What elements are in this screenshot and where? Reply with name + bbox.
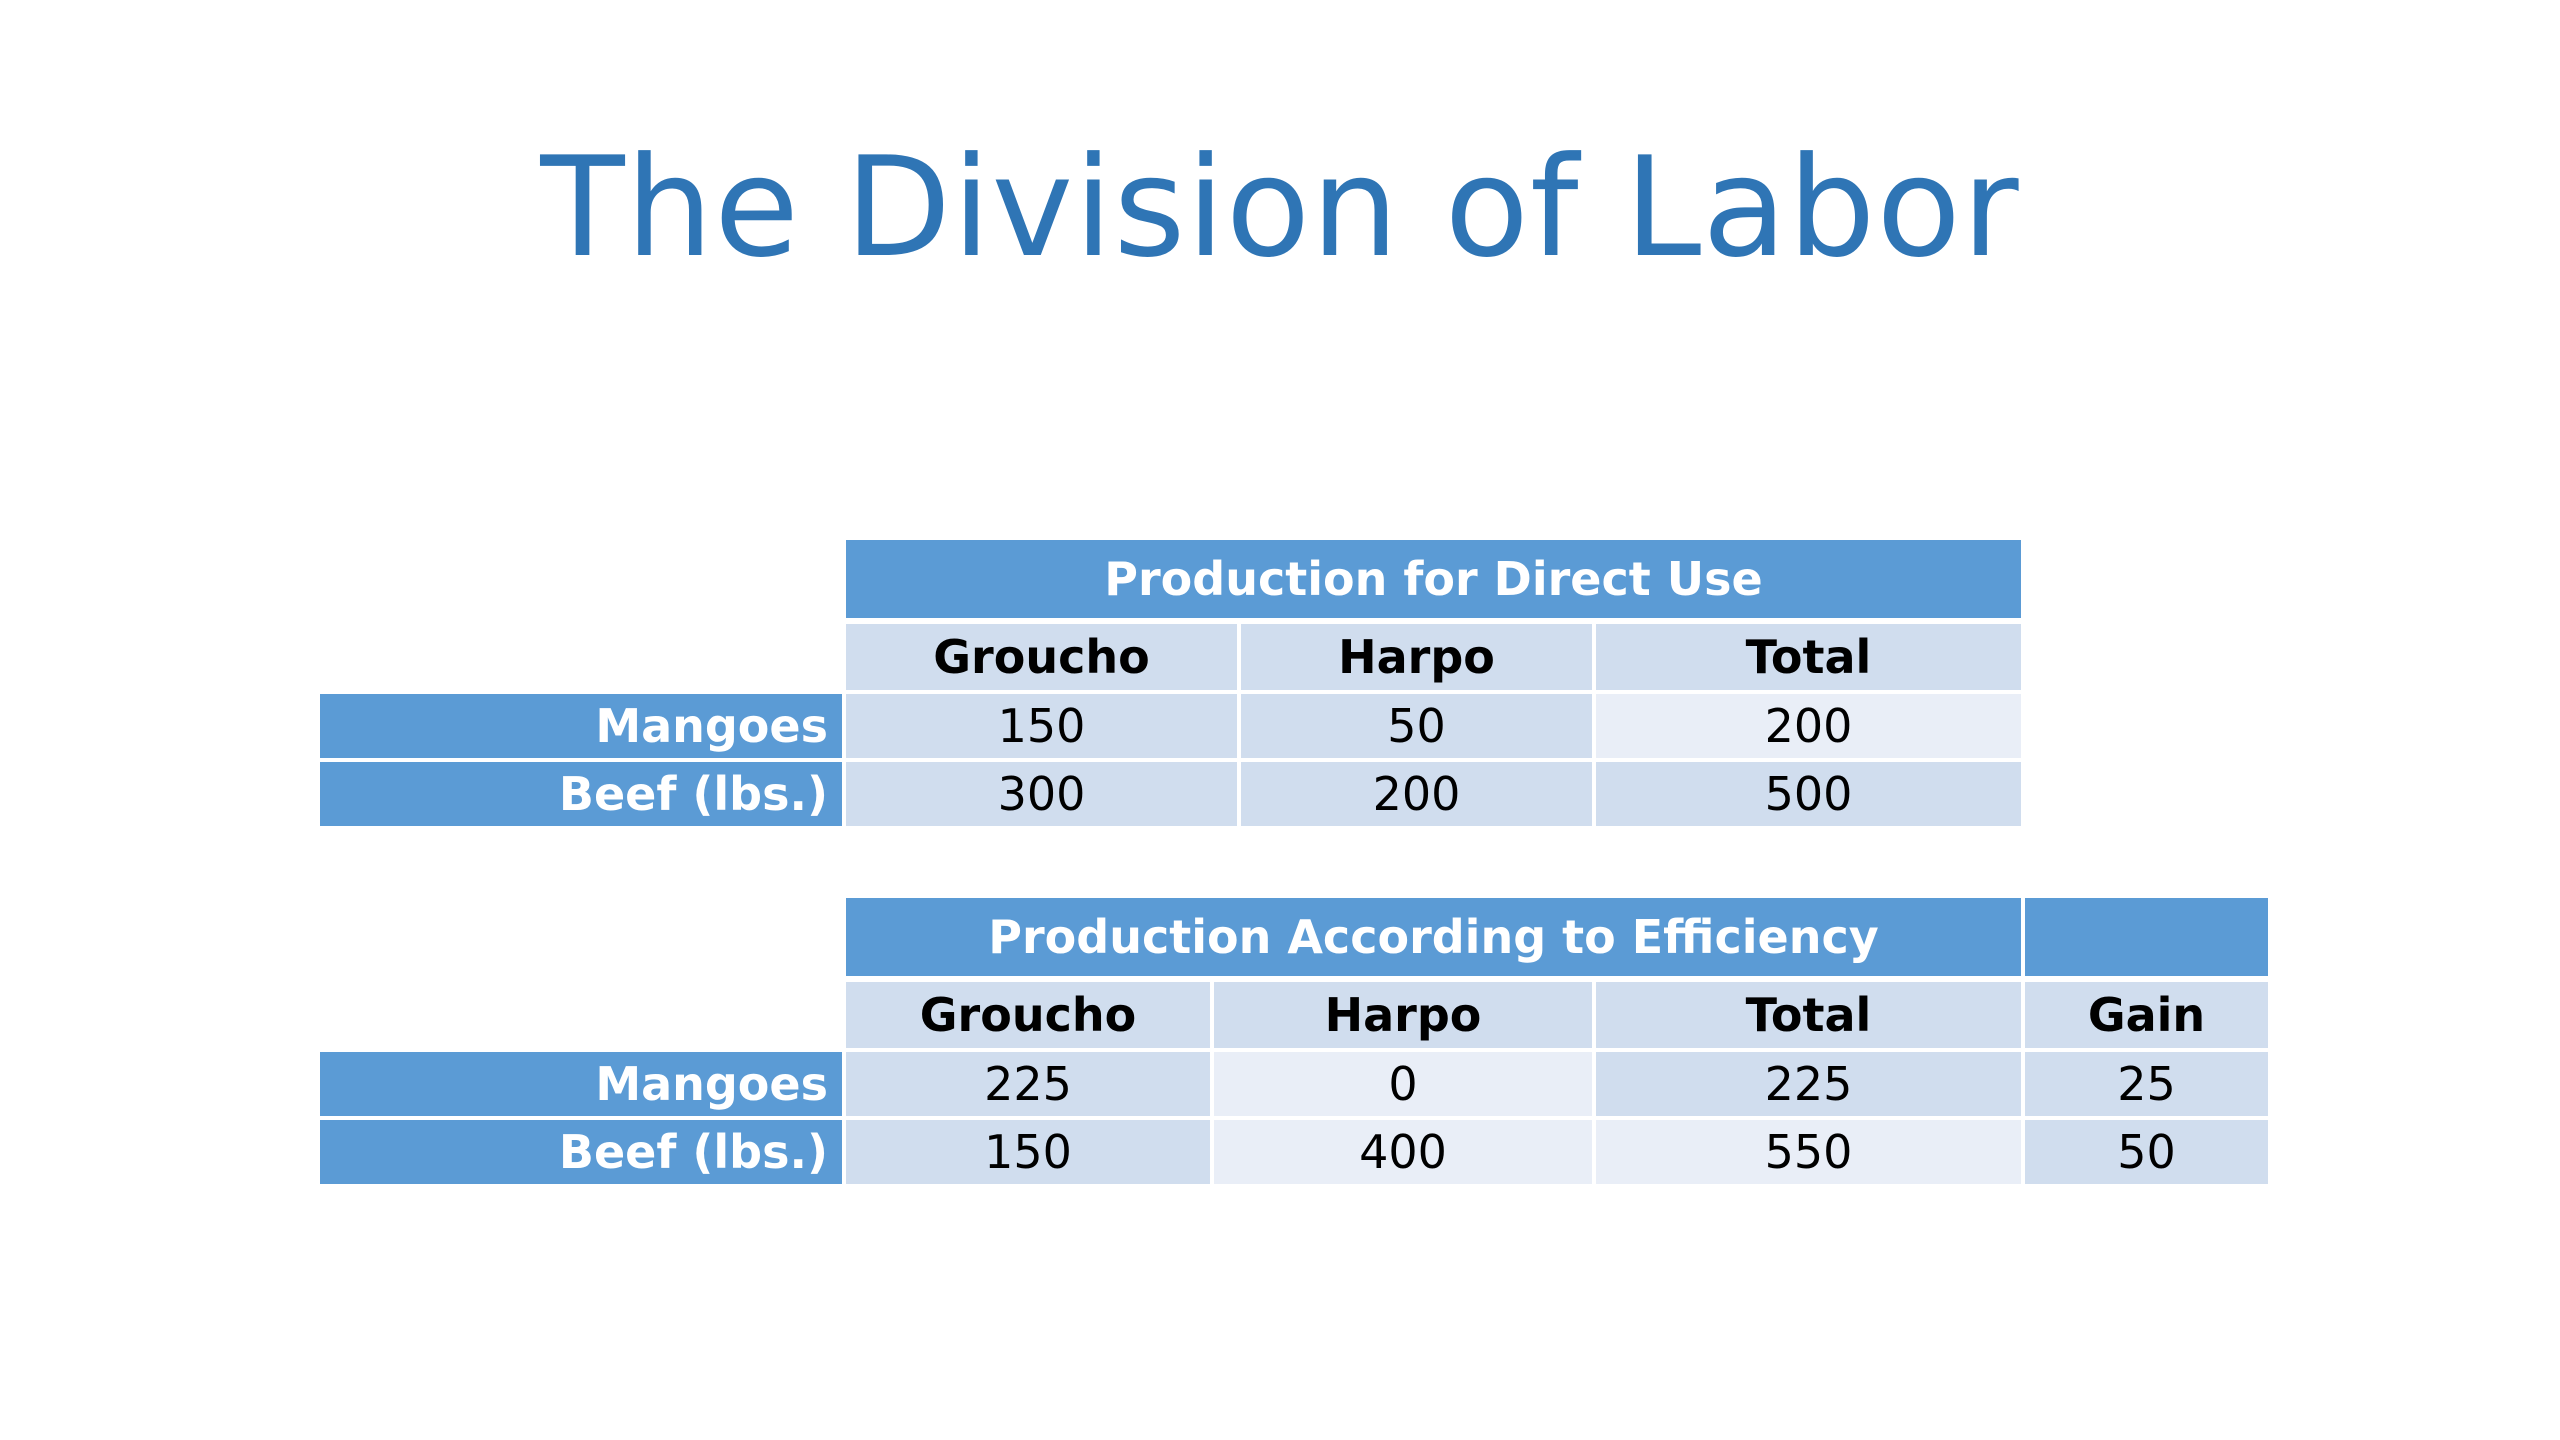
table2-cell: 225 [1596,1052,2021,1116]
table2-row-label-mangoes: Mangoes [320,1052,842,1116]
table1-cell: 200 [1241,762,1592,826]
table2-col-groucho: Groucho [846,982,1210,1048]
table1-row-label-mangoes: Mangoes [320,694,842,758]
table1-cell: 500 [1596,762,2021,826]
table1-row-label-beef: Beef (lbs.) [320,762,842,826]
table2-cell: 550 [1596,1120,2021,1184]
table1-cell: 50 [1241,694,1592,758]
slide-title: The Division of Labor [540,127,2020,288]
table2-cell: 400 [1214,1120,1592,1184]
table2-caption: Production According to Efficiency [846,898,2021,976]
table2-row-label-beef: Beef (lbs.) [320,1120,842,1184]
table2-col-gain: Gain [2025,982,2268,1048]
table1-caption: Production for Direct Use [846,540,2021,618]
table2-caption-gain-blank [2025,898,2268,976]
table2-cell: 0 [1214,1052,1592,1116]
table2-col-harpo: Harpo [1214,982,1592,1048]
table2-cell: 25 [2025,1052,2268,1116]
table2-cell: 150 [846,1120,1210,1184]
table1-cell: 200 [1596,694,2021,758]
table2-cell: 225 [846,1052,1210,1116]
table1-col-total: Total [1596,624,2021,690]
table1-cell: 150 [846,694,1237,758]
table1-cell: 300 [846,762,1237,826]
table2-col-total: Total [1596,982,2021,1048]
table1-col-harpo: Harpo [1241,624,1592,690]
table2-cell: 50 [2025,1120,2268,1184]
table1-col-groucho: Groucho [846,624,1237,690]
